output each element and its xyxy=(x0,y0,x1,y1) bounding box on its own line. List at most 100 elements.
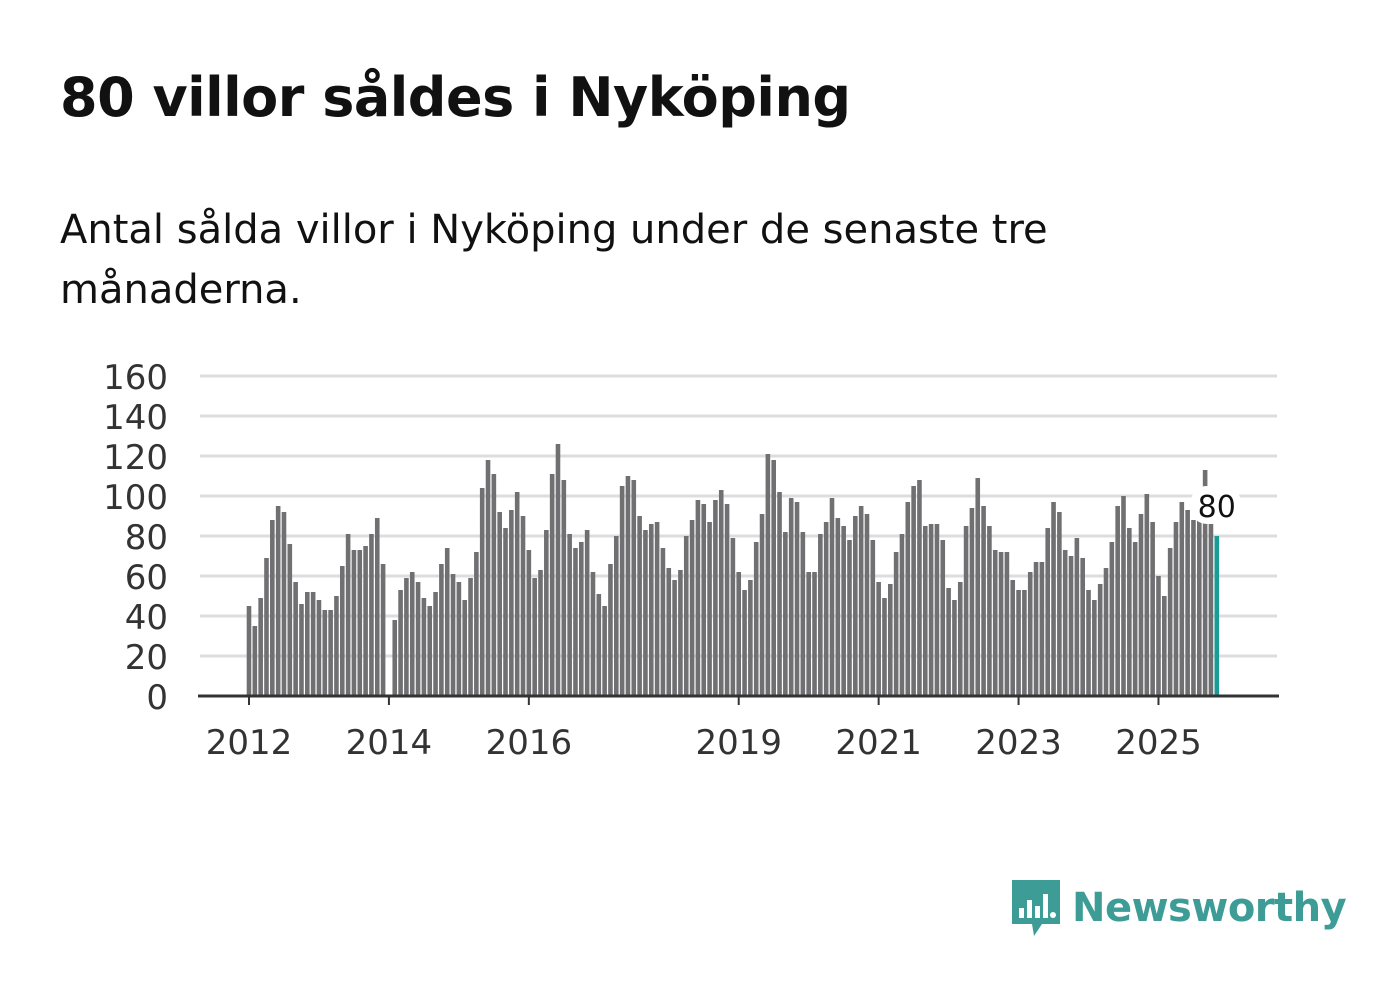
bar xyxy=(911,486,916,696)
bar xyxy=(823,522,829,696)
bar xyxy=(345,534,351,696)
bar xyxy=(806,572,811,696)
bar xyxy=(841,526,846,696)
bar xyxy=(882,598,887,696)
bar xyxy=(1074,538,1080,696)
bar xyxy=(439,564,444,696)
newsworthy-logo-icon xyxy=(1012,880,1060,936)
bar xyxy=(1057,512,1062,696)
bar xyxy=(462,600,468,696)
bar xyxy=(433,592,438,696)
bar xyxy=(678,570,683,696)
bar xyxy=(893,552,899,696)
x-tick-label: 2025 xyxy=(1115,723,1202,763)
bar xyxy=(380,564,386,696)
bar xyxy=(1004,552,1010,696)
bar xyxy=(613,536,619,696)
bar xyxy=(736,572,742,696)
bar xyxy=(1115,506,1120,696)
bar xyxy=(701,504,707,696)
bar xyxy=(1173,522,1179,696)
bar xyxy=(316,600,322,696)
bar xyxy=(398,590,403,696)
bar xyxy=(648,524,654,696)
bar xyxy=(858,506,864,696)
bar xyxy=(369,534,374,696)
bar xyxy=(258,598,263,696)
bar xyxy=(888,584,893,696)
y-tick-label: 60 xyxy=(125,558,168,598)
bar xyxy=(485,460,491,696)
x-tick-label: 2016 xyxy=(486,723,573,763)
bar xyxy=(427,606,433,696)
bar xyxy=(1196,514,1202,696)
bar xyxy=(1045,528,1051,696)
bar xyxy=(520,516,526,696)
bar xyxy=(876,582,881,696)
bar xyxy=(404,578,409,696)
bar xyxy=(514,492,520,696)
bar xyxy=(917,480,922,696)
bar xyxy=(479,488,485,696)
bar xyxy=(357,550,363,696)
bar xyxy=(631,480,637,696)
bar xyxy=(310,592,316,696)
bar xyxy=(619,486,625,696)
bar xyxy=(415,582,421,696)
bar xyxy=(812,572,817,696)
bar xyxy=(474,552,479,696)
bar xyxy=(1144,494,1150,696)
bar xyxy=(1121,496,1126,696)
bar xyxy=(765,454,771,696)
y-tick-label: 160 xyxy=(103,358,168,398)
bars xyxy=(246,444,1220,696)
bar xyxy=(351,550,357,696)
x-tick-label: 2019 xyxy=(695,723,782,763)
bar xyxy=(392,620,398,696)
y-tick-label: 20 xyxy=(125,638,168,678)
annotation: 80 xyxy=(1190,486,1241,525)
bar xyxy=(771,460,776,696)
bar xyxy=(1039,562,1045,696)
bar xyxy=(1080,558,1085,696)
bar xyxy=(608,564,613,696)
bar xyxy=(305,592,310,696)
bar xyxy=(759,514,765,696)
highlight-bar xyxy=(1214,536,1220,696)
chart-subtitle: Antal sålda villor i Nyköping under de s… xyxy=(60,207,1048,313)
x-axis: 2012 2014 2016 2019 2021 2023 2025 xyxy=(198,694,1279,763)
bar xyxy=(987,526,992,696)
bar xyxy=(1179,502,1185,696)
bar xyxy=(952,600,957,696)
bar xyxy=(864,514,870,696)
bar xyxy=(579,542,584,696)
bar xyxy=(561,480,567,696)
bar xyxy=(1109,542,1115,696)
chart-title: 80 villor såldes i Nyköping xyxy=(60,66,851,129)
bar xyxy=(1086,590,1091,696)
bar xyxy=(794,502,800,696)
bar xyxy=(1092,600,1097,696)
bar xyxy=(981,506,986,696)
bar xyxy=(1138,514,1144,696)
bar xyxy=(800,532,806,696)
bar xyxy=(1097,584,1103,696)
bar xyxy=(683,536,689,696)
bar xyxy=(584,530,590,696)
newsworthy-logo: Newsworthy xyxy=(1010,878,1347,938)
bar xyxy=(503,528,508,696)
bar xyxy=(724,504,730,696)
bar xyxy=(299,604,304,696)
bar xyxy=(1167,548,1173,696)
bar xyxy=(444,548,450,696)
bar xyxy=(940,540,946,696)
bar xyxy=(532,578,537,696)
bar xyxy=(322,610,328,696)
bar xyxy=(293,582,298,696)
bar xyxy=(788,498,794,696)
bar xyxy=(590,572,596,696)
bar xyxy=(1033,562,1039,696)
bar xyxy=(1202,470,1208,696)
y-tick-label: 140 xyxy=(103,398,168,438)
bar xyxy=(963,526,969,696)
